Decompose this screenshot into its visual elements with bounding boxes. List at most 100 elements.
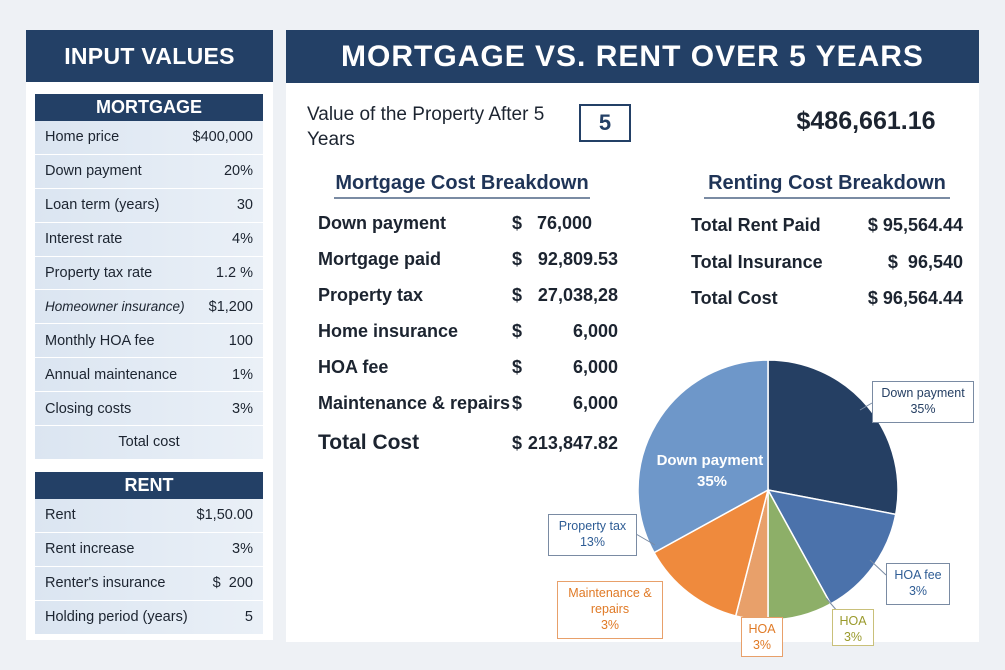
input-label: Holding period (years) (45, 609, 188, 626)
leader-line (869, 559, 887, 576)
callout-pct: 13% (579, 535, 606, 549)
leader-line (859, 402, 873, 411)
currency-symbol: $ (512, 393, 523, 413)
input-row-homeowner-insurance[interactable]: Homeowner insurance) $1,200 (35, 290, 263, 325)
callout-label: HOA fee (894, 568, 942, 582)
callout-maintenance: Maintenance & repairs 3% (557, 581, 663, 639)
callout-down-payment: Down payment 35% (872, 381, 974, 423)
input-label: Interest rate (45, 231, 123, 248)
pie-slices (637, 359, 899, 621)
callout-pct: 35% (910, 402, 936, 416)
row-label: HOA fee (318, 357, 389, 377)
mortgage-row-home-insurance: Home insurance $ 6,000 (318, 317, 628, 347)
input-row-loan-term[interactable]: Loan term (years) 30 (35, 188, 263, 223)
row-amount: $ 96,540 (887, 252, 963, 272)
callout-hoa-orange: HOA 3% (741, 617, 783, 657)
input-row-monthly-hoa-fee[interactable]: Monthly HOA fee 100 (35, 324, 263, 359)
row-amount: $ 96,564.44 (867, 288, 963, 308)
input-value[interactable]: $400,000 (192, 129, 253, 146)
row-label: Down payment (318, 213, 447, 233)
row-label: Total Cost (691, 288, 778, 308)
input-label: Renter's insurance (45, 575, 166, 592)
currency-symbol: $ (512, 433, 523, 453)
pie-slice-down-payment-6[interactable] (637, 359, 769, 554)
mortgage-inputs-table: Home price $400,000 Down payment 20% Loan … (35, 121, 263, 460)
callout-hoa-green: HOA 3% (832, 609, 874, 646)
input-value[interactable]: 4% (232, 231, 253, 248)
mortgage-row-mortgage-paid: Mortgage paid $ 92,809.53 (318, 245, 628, 275)
years-input[interactable]: 5 (579, 104, 631, 142)
mortgage-row-property-tax: Property tax $ 27,038,28 (318, 281, 628, 311)
row-amount: $ 95,564.44 (867, 215, 963, 235)
property-value: $486,661.16 (796, 107, 936, 135)
input-value[interactable]: 3% (232, 400, 253, 417)
currency-symbol: $ (512, 249, 523, 269)
input-value[interactable]: 5 (244, 609, 253, 626)
input-label: Home price (45, 129, 120, 146)
row-label: Total Insurance (691, 252, 823, 272)
input-value[interactable]: 1.2 % (215, 265, 253, 281)
input-row-property-tax-rate[interactable]: Property tax rate 1.2 % (35, 256, 263, 291)
input-row-down-payment[interactable]: Down payment 20% (35, 154, 263, 189)
input-row-renters-insurance[interactable]: Renter's insurance $ 200 (35, 566, 263, 601)
renting-row-total-rent: Total Rent Paid $ 95,564.44 (691, 211, 963, 241)
row-label: Property tax (318, 285, 424, 305)
callout-label: HOA (748, 622, 776, 636)
input-row-interest-rate[interactable]: Interest rate 4% (35, 222, 263, 257)
comparison-title: MORTGAGE VS. RENT OVER 5 YEARS (286, 30, 979, 83)
renting-row-total-cost: Total Cost $ 96,564.44 (691, 284, 963, 314)
input-value[interactable]: $ 200 (212, 575, 253, 592)
pie-slice-down-payment-0[interactable] (767, 359, 899, 516)
callout-pct: 3% (752, 638, 772, 652)
callout-label: Property tax (558, 519, 627, 533)
row-amount: 6,000 (572, 393, 618, 413)
callout-label: HOA (839, 614, 867, 628)
pie-inner-label-pct: 35% (697, 473, 727, 490)
input-value[interactable]: 3% (232, 541, 253, 558)
callout-pct: 3% (600, 618, 620, 632)
input-row-home-price[interactable]: Home price $400,000 (35, 121, 263, 155)
callout-property-tax: Property tax 13% (548, 514, 637, 556)
input-row-holding-period[interactable]: Holding period (years) 5 (35, 600, 263, 635)
row-label: Mortgage paid (318, 249, 442, 269)
input-value[interactable]: $1,50.00 (196, 507, 253, 524)
pie-slice-maintenance-repairs-4[interactable] (653, 488, 770, 617)
input-value[interactable]: 100 (228, 332, 253, 349)
input-label: Rent (45, 507, 76, 524)
input-row-annual-maintenance[interactable]: Annual maintenance 1% (35, 358, 263, 393)
input-value[interactable]: $1,200 (208, 298, 253, 315)
input-value[interactable]: 20% (223, 163, 253, 180)
row-amount: 6,000 (572, 321, 618, 341)
input-values-panel: INPUT VALUES MORTGAGE Home price $400,000… (26, 30, 273, 640)
currency-symbol: $ (512, 213, 523, 233)
callout-pct: 3% (843, 630, 863, 644)
callout-label: Down payment (881, 386, 965, 400)
callout-hoa-fee: HOA fee 3% (886, 563, 950, 605)
total-cost-label: Total cost (118, 434, 180, 451)
input-values-title: INPUT VALUES (26, 30, 273, 82)
input-row-total-cost: Total cost (35, 426, 263, 460)
pie-inner-label-name: Down payment (657, 452, 764, 469)
input-row-rent-increase[interactable]: Rent increase 3% (35, 532, 263, 567)
input-label: Rent increase (45, 541, 135, 558)
renting-row-total-insurance: Total Insurance $ 96,540 (691, 248, 963, 278)
input-row-closing-costs[interactable]: Closing costs 3% (35, 392, 263, 427)
input-label: Loan term (years) (45, 197, 160, 214)
leader-line (635, 533, 656, 546)
mortgage-row-maintenance: Maintenance & repairs $ 6,000 (318, 389, 628, 419)
total-label: Total Cost (318, 431, 420, 454)
mortgage-breakdown-title: Mortgage Cost Breakdown (334, 172, 590, 199)
input-label: Property tax rate (45, 265, 153, 281)
total-amount: 213,847.82 (527, 433, 618, 453)
pie-slice-hoa-fee-1[interactable] (766, 488, 897, 605)
input-row-rent[interactable]: Rent $1,50.00 (35, 499, 263, 533)
row-amount: 76,000 (536, 213, 592, 233)
property-value-label: Value of the Property After 5 Years (307, 104, 545, 150)
input-value[interactable]: 1% (232, 366, 253, 383)
mortgage-row-hoa-fee: HOA fee $ 6,000 (318, 353, 628, 383)
input-label: Down payment (45, 163, 142, 180)
input-value[interactable]: 30 (236, 197, 253, 214)
renting-breakdown-title: Renting Cost Breakdown (704, 172, 950, 199)
rent-section-header: RENT (35, 472, 263, 499)
